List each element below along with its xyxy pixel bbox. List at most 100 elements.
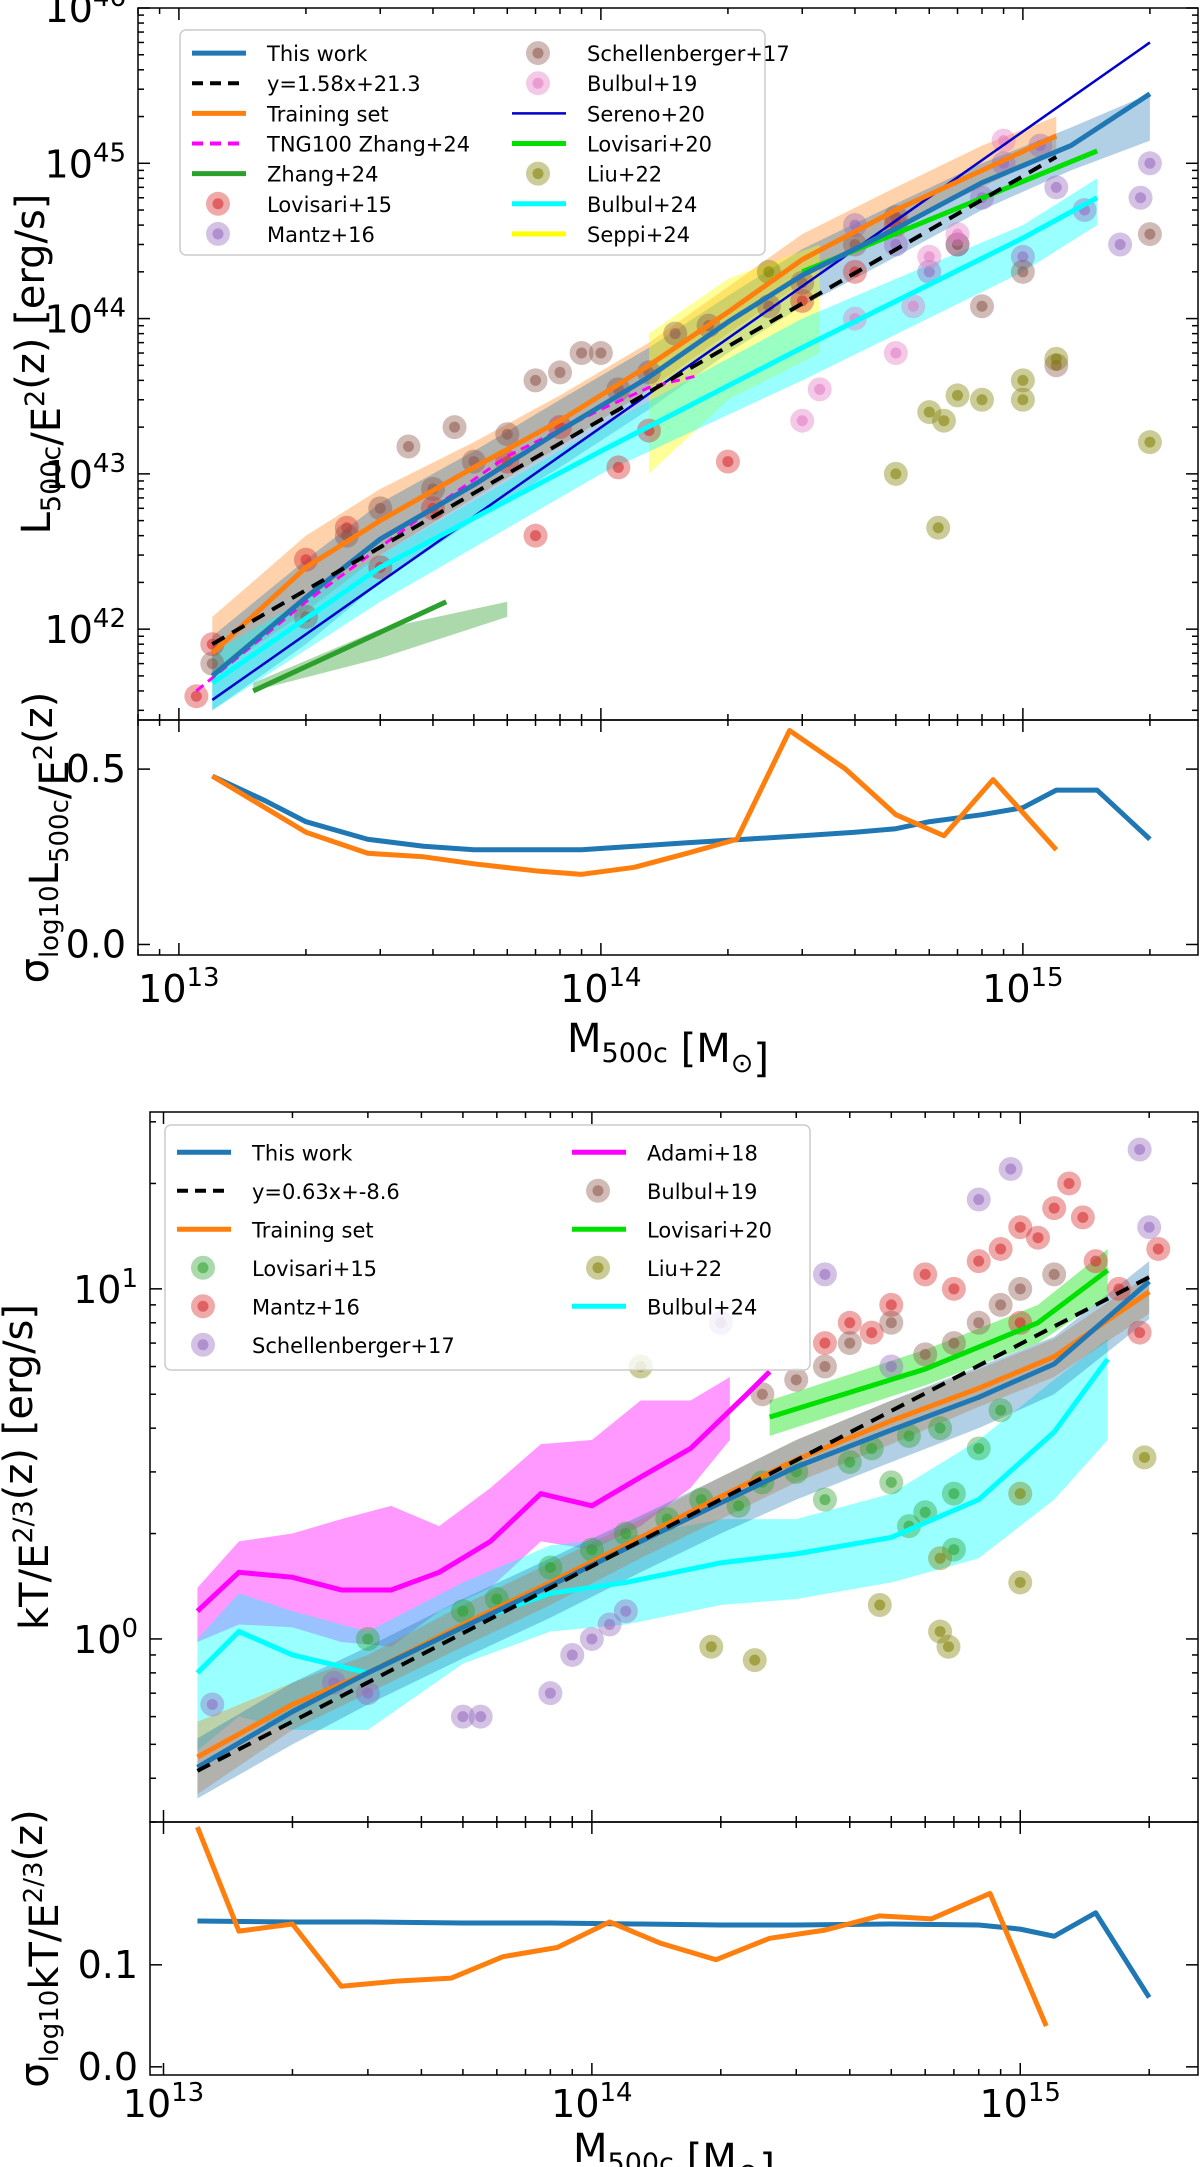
point-core-lovisari-15 [934, 1422, 946, 1434]
line-bulbul-24 [210, 195, 1099, 686]
point-core-schellenberger-17 [544, 1687, 556, 1699]
point-core-liu-22 [952, 389, 964, 401]
point-core-schellenberger-17 [1143, 1221, 1155, 1233]
point-core-lovisari-15 [586, 1544, 598, 1556]
point-core-schellenberger-17 [457, 1711, 469, 1723]
point-core-lovisari-15 [973, 1442, 985, 1454]
point-core-liu-22 [1014, 1488, 1026, 1500]
point-core-bulbul-19 [923, 251, 935, 263]
point-core-mantz-16 [885, 1299, 897, 1311]
point-core-lovisari-15 [885, 1476, 897, 1488]
x-axis-label: M500c [M⊙] [573, 2126, 775, 2167]
x-tick-label-base: 10 [551, 2082, 599, 2126]
point-core-lovisari-15 [995, 1404, 1007, 1416]
sub-y-tick-label: 0.5 [66, 747, 126, 791]
x-tick-label: 1013 [123, 2078, 204, 2126]
point-core-schellenberger-17 [1005, 1163, 1017, 1175]
point-core-schellenberger-17 [1134, 1144, 1146, 1156]
point-core-lovisari-15 [866, 1442, 878, 1454]
legend-label: This work [266, 42, 368, 66]
legend-item-y-0-63x-8-6: y=0.63x+-8.6 [177, 1180, 400, 1204]
point-core-liu-22 [1014, 1576, 1026, 1588]
point-core-mantz-16 [948, 1283, 960, 1295]
point-core-mantz-16 [995, 1243, 1007, 1255]
y-tick-label-exp: 42 [93, 604, 126, 634]
y-tick-label-base: 10 [45, 453, 93, 497]
point-core-schellenberger-17 [885, 1361, 897, 1373]
legend-label: Mantz+16 [252, 1295, 360, 1319]
line-this-work [196, 1279, 1151, 1770]
y-tick-label-exp: 43 [93, 449, 126, 479]
legend-item-schellenberger-17: Schellenberger+17 [191, 1332, 455, 1358]
y-axis-label-part: 2 [20, 390, 51, 407]
legend-item-y-1-58x-21-3: y=1.58x+21.3 [192, 72, 421, 96]
plot-area [195, 1137, 1171, 1799]
legend-item-training-set: Training set [177, 1218, 374, 1242]
legend-item-lovisari-20: Lovisari+20 [572, 1218, 772, 1242]
point-core-lovisari-15 [948, 1544, 960, 1556]
x-tick-label-base: 10 [123, 2082, 171, 2126]
point-core-liu-22 [874, 1599, 886, 1611]
point-core-mantz-16 [1014, 1317, 1026, 1329]
point-core-bulbul-19 [844, 1337, 856, 1349]
point-core-liu-22 [749, 1654, 761, 1666]
point-core-mantz-16 [1144, 157, 1156, 169]
legend-box [179, 29, 766, 256]
sub-y-tick-label: 0.0 [78, 2045, 138, 2089]
point-core-liu-22 [1138, 1451, 1150, 1463]
sub-plot-area [195, 1826, 1152, 2028]
line-training-set [210, 133, 1058, 656]
sub-y-axis-label-part: 2 [29, 744, 59, 761]
x-axis-label-part: [M [668, 1026, 731, 1072]
legend-label: Mantz+16 [267, 223, 375, 247]
point-core-schellenberger-17 [362, 1687, 374, 1699]
x-axis-label: M500c [M⊙] [567, 1016, 769, 1082]
point-core-lovisari-15 [530, 530, 542, 542]
x-tick-label-base: 10 [980, 2082, 1028, 2126]
point-core-liu-22 [890, 468, 902, 480]
point-core-mantz-16 [1077, 1211, 1089, 1223]
point-core-schellenberger-17 [576, 347, 588, 359]
line-bulbul-24 [195, 1357, 1110, 1676]
legend-label: Lovisari+20 [587, 133, 712, 157]
legend-label: Lovisari+15 [252, 1257, 377, 1281]
legend-label: Sereno+20 [587, 102, 705, 126]
point-core-schellenberger-17 [1144, 228, 1156, 240]
line-lovisari-20 [768, 1268, 1110, 1420]
x-tick-label-exp: 15 [1031, 963, 1064, 993]
sub-line-this-work [197, 1910, 1152, 1999]
point-core-schellenberger-17 [976, 300, 988, 312]
point-core-schellenberger-17 [566, 1649, 578, 1661]
legend-item-training-set: Training set [192, 102, 389, 126]
band-zhang-24 [253, 601, 508, 691]
legend-label: y=0.63x+-8.6 [252, 1180, 400, 1204]
legend-marker-core [212, 228, 224, 240]
sub-y-tick-label: 0.1 [78, 1943, 138, 1987]
x-tick-label-base: 10 [560, 967, 608, 1011]
sub-y-axis-label-part: log10 [35, 1990, 65, 2063]
point-core-schellenberger-17 [604, 1618, 616, 1630]
y-tick-label: 1042 [45, 604, 126, 652]
point-core-liu-22 [1144, 436, 1156, 448]
y-tick-label-base: 10 [45, 608, 93, 652]
point-core-lovisari-15 [341, 522, 353, 534]
x-axis-label-part: ] [753, 1036, 769, 1082]
legend-item-bulbul-19: Bulbul+19 [586, 1178, 757, 1204]
point-core-schellenberger-17 [206, 658, 218, 670]
point-core-mantz-16 [1050, 181, 1062, 193]
sub-y-axis-label-part: /E [32, 760, 78, 799]
x-axis-label-part: M [573, 2126, 608, 2167]
legend-item-bulbul-19: Bulbul+19 [526, 71, 697, 96]
x-tick-label-exp: 13 [187, 963, 220, 993]
legend-label: Adami+18 [647, 1141, 758, 1165]
x-tick-label: 1013 [138, 963, 219, 1011]
legend-marker-core [212, 198, 224, 210]
legend-item-lovisari-15: Lovisari+15 [206, 191, 392, 217]
y-tick-label: 1043 [45, 449, 126, 497]
point-core-schellenberger-17 [501, 428, 513, 440]
legend-item-lovisari-20: Lovisari+20 [512, 133, 712, 157]
x-tick-label-exp: 13 [171, 2078, 204, 2108]
point-core-bulbul-19 [973, 1317, 985, 1329]
legend-label: Training set [266, 102, 389, 126]
